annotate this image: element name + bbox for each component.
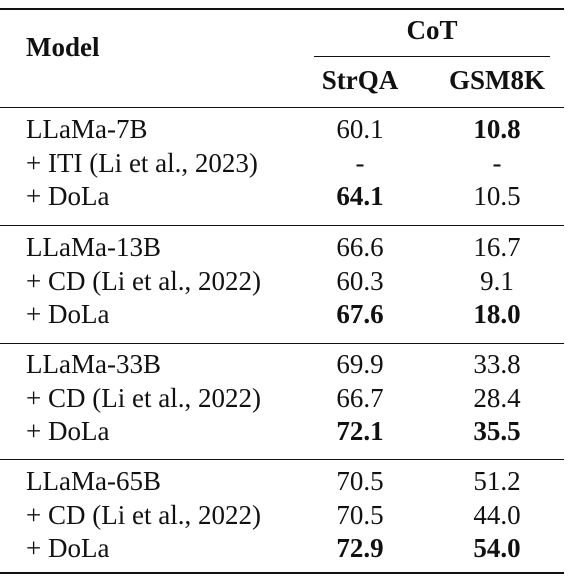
model-name-cell: + CD (Li et al., 2022) bbox=[26, 266, 261, 296]
strqa-score-cell: - bbox=[355, 148, 365, 178]
strqa-score-cell: 70.5 bbox=[336, 500, 384, 530]
strqa-score-cell: 69.9 bbox=[336, 349, 384, 379]
model-name-cell: + DoLa bbox=[26, 533, 110, 563]
model-name-cell: + ITI (Li et al., 2023) bbox=[26, 148, 258, 178]
bottom-rule bbox=[0, 572, 564, 574]
strqa-column-header: StrQA bbox=[321, 65, 399, 95]
strqa-score-cell: 60.3 bbox=[336, 266, 384, 296]
gsm8k-score-cell: 44.0 bbox=[473, 500, 521, 530]
gsm8k-score-cell: 35.5 bbox=[473, 416, 521, 446]
group-rule-2 bbox=[0, 343, 564, 344]
strqa-score-cell: 70.5 bbox=[336, 466, 384, 496]
strqa-score-cell: 66.6 bbox=[336, 232, 384, 262]
model-name-cell: LLaMa-7B bbox=[26, 114, 148, 144]
gsm8k-score-cell: 10.8 bbox=[473, 114, 521, 144]
group-rule-1 bbox=[0, 225, 564, 226]
strqa-score-cell: 67.6 bbox=[336, 299, 384, 329]
cot-group-header: CoT bbox=[406, 15, 458, 45]
strqa-score-cell: 64.1 bbox=[336, 181, 384, 211]
gsm8k-score-cell: - bbox=[492, 148, 502, 178]
cot-group-rule bbox=[314, 56, 550, 57]
strqa-score-cell: 60.1 bbox=[336, 114, 384, 144]
strqa-score-cell: 72.1 bbox=[336, 416, 384, 446]
model-name-cell: LLaMa-65B bbox=[26, 466, 161, 496]
gsm8k-column-header: GSM8K bbox=[448, 65, 545, 95]
gsm8k-score-cell: 28.4 bbox=[473, 383, 521, 413]
model-name-cell: LLaMa-33B bbox=[26, 349, 161, 379]
gsm8k-score-cell: 10.5 bbox=[473, 181, 521, 211]
strqa-score-cell: 66.7 bbox=[336, 383, 384, 413]
model-name-cell: + CD (Li et al., 2022) bbox=[26, 383, 261, 413]
gsm8k-score-cell: 54.0 bbox=[473, 533, 521, 563]
header-rule bbox=[0, 107, 564, 108]
model-name-cell: LLaMa-13B bbox=[26, 232, 161, 262]
gsm8k-score-cell: 9.1 bbox=[480, 266, 514, 296]
top-rule bbox=[0, 8, 564, 10]
gsm8k-score-cell: 33.8 bbox=[473, 349, 521, 379]
model-name-cell: + DoLa bbox=[26, 416, 110, 446]
gsm8k-score-cell: 16.7 bbox=[473, 232, 521, 262]
model-name-cell: + DoLa bbox=[26, 299, 110, 329]
strqa-score-cell: 72.9 bbox=[336, 533, 384, 563]
gsm8k-score-cell: 51.2 bbox=[473, 466, 521, 496]
model-header: Model bbox=[26, 32, 100, 62]
group-rule-3 bbox=[0, 459, 564, 460]
gsm8k-score-cell: 18.0 bbox=[473, 299, 521, 329]
model-name-cell: + CD (Li et al., 2022) bbox=[26, 500, 261, 530]
model-name-cell: + DoLa bbox=[26, 181, 110, 211]
